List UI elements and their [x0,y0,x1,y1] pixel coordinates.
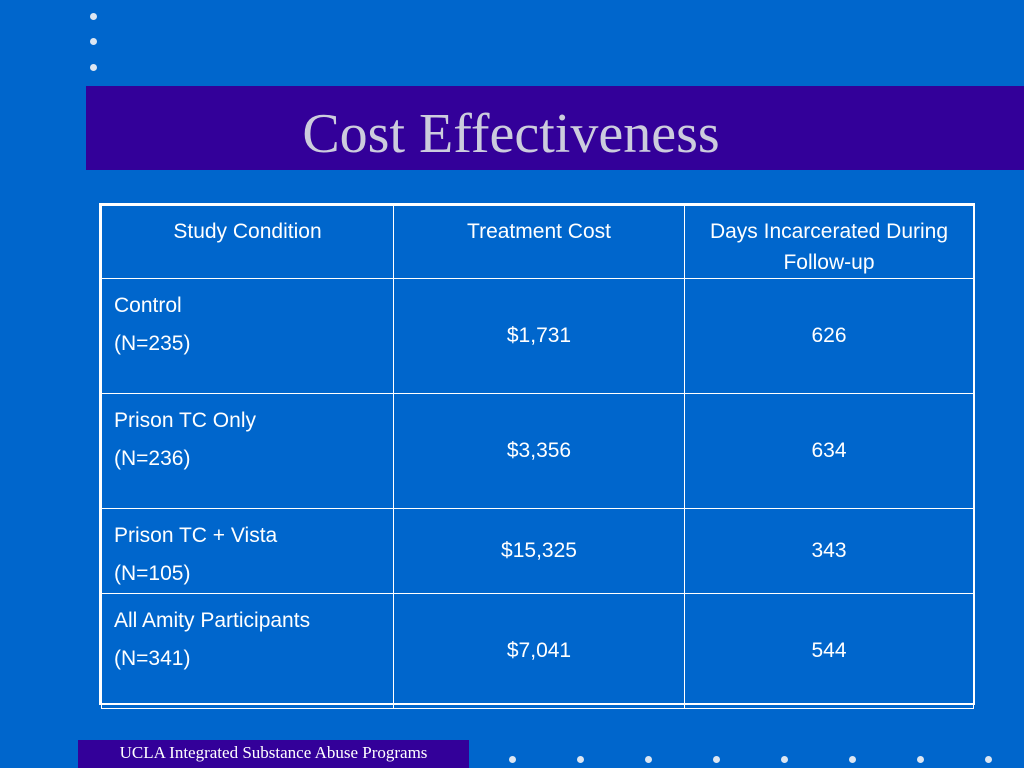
study-condition-cell: All Amity Participants (N=341) [101,593,394,709]
table-header-row: Study Condition Treatment Cost Days Inca… [101,205,974,279]
decorative-dot-icon [90,38,97,45]
treatment-cost-cell: $3,356 [393,393,685,509]
condition-sample-size: (N=236) [114,447,191,470]
condition-name: Prison TC + Vista [114,524,278,547]
study-condition-cell: Prison TC Only (N=236) [101,393,394,509]
treatment-cost-cell: $7,041 [393,593,685,709]
table-row: All Amity Participants (N=341) $7,041 54… [101,593,974,709]
cost-table-frame: Study Condition Treatment Cost Days Inca… [99,203,975,709]
slide-title: Cost Effectiveness [302,103,720,165]
condition-sample-size: (N=105) [114,562,191,585]
header-treatment-cost: Treatment Cost [393,205,685,279]
decorative-dot-icon [645,756,652,763]
days-incarcerated-cell: 544 [684,593,974,709]
days-incarcerated-cell: 626 [684,278,974,394]
treatment-cost-cell: $15,325 [393,508,685,594]
table-row: Control (N=235) $1,731 626 [101,278,974,394]
table-row: Prison TC + Vista (N=105) $15,325 343 [101,508,974,594]
header-days-incarcerated: Days Incarcerated During Follow-up [684,205,974,279]
decorative-dot-icon [509,756,516,763]
decorative-dot-icon [917,756,924,763]
condition-sample-size: (N=341) [114,647,191,670]
study-condition-cell: Prison TC + Vista (N=105) [101,508,394,594]
condition-name: Control [114,294,182,317]
days-incarcerated-cell: 634 [684,393,974,509]
treatment-cost-cell: $1,731 [393,278,685,394]
footer-text: UCLA Integrated Substance Abuse Programs [119,743,428,762]
condition-name: Prison TC Only [114,409,256,432]
decorative-dot-icon [985,756,992,763]
footer-band: UCLA Integrated Substance Abuse Programs [78,740,469,768]
decorative-dot-icon [90,13,97,20]
condition-name: All Amity Participants [114,609,311,632]
condition-sample-size: (N=235) [114,332,191,355]
title-band: Cost Effectiveness [86,86,1024,170]
days-incarcerated-cell: 343 [684,508,974,594]
decorative-dot-icon [90,64,97,71]
decorative-dot-icon [849,756,856,763]
decorative-dot-icon [577,756,584,763]
table-row: Prison TC Only (N=236) $3,356 634 [101,393,974,509]
cost-effectiveness-table: Study Condition Treatment Cost Days Inca… [101,205,974,709]
decorative-dot-icon [781,756,788,763]
study-condition-cell: Control (N=235) [101,278,394,394]
decorative-dot-icon [713,756,720,763]
header-study-condition: Study Condition [101,205,394,279]
